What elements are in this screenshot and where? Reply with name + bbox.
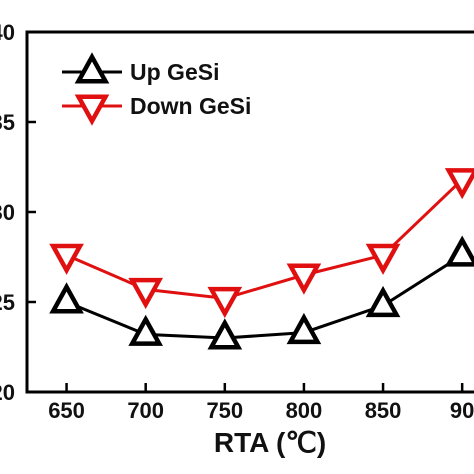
- y-tick-label: 30: [0, 200, 15, 225]
- data-point: [128, 277, 164, 310]
- x-axis-label: RTA (℃): [214, 427, 326, 458]
- data-point: [444, 235, 474, 267]
- y-tick-label: 35: [0, 110, 15, 135]
- x-axis-ticks: 650 700 750 800 850 90: [48, 383, 474, 423]
- plot-border: [25, 30, 474, 394]
- series-line: [65, 253, 463, 340]
- data-point: [207, 318, 243, 350]
- data-point: [207, 286, 243, 319]
- x-tick-label: 850: [365, 398, 402, 423]
- series-0: [49, 235, 474, 350]
- x-tick-label: 650: [48, 398, 85, 423]
- data-point: [49, 243, 84, 275]
- series-line: [65, 178, 464, 300]
- x-tick-label: 750: [206, 398, 243, 423]
- x-tick-label: 90: [450, 398, 474, 423]
- legend-item: Down GeSi: [62, 93, 251, 126]
- legend-label: Up GeSi: [130, 59, 219, 85]
- plot-frame: [25, 30, 474, 394]
- y-axis-ticks: 20 25 30 35 40: [0, 20, 36, 405]
- y-tick-label: 40: [0, 20, 15, 45]
- data-point: [365, 285, 401, 318]
- y-tick-label: 20: [0, 380, 15, 405]
- y-tick-label: 25: [0, 290, 15, 315]
- data-point: [444, 168, 474, 200]
- data-point: [49, 282, 84, 314]
- legend-marker: [74, 94, 110, 126]
- legend-item: Up GeSi: [62, 52, 219, 85]
- data-point: [286, 263, 322, 295]
- data-point: [365, 243, 401, 275]
- legend: Up GeSi Down GeSi: [62, 52, 251, 126]
- data-point: [286, 312, 322, 345]
- series-1: [49, 168, 474, 319]
- legend-marker: [74, 52, 110, 84]
- data-point: [128, 314, 164, 346]
- series-layer: [49, 168, 474, 350]
- x-tick-label: 700: [127, 398, 164, 423]
- legend-label: Down GeSi: [130, 93, 251, 119]
- x-tick-label: 800: [286, 398, 323, 423]
